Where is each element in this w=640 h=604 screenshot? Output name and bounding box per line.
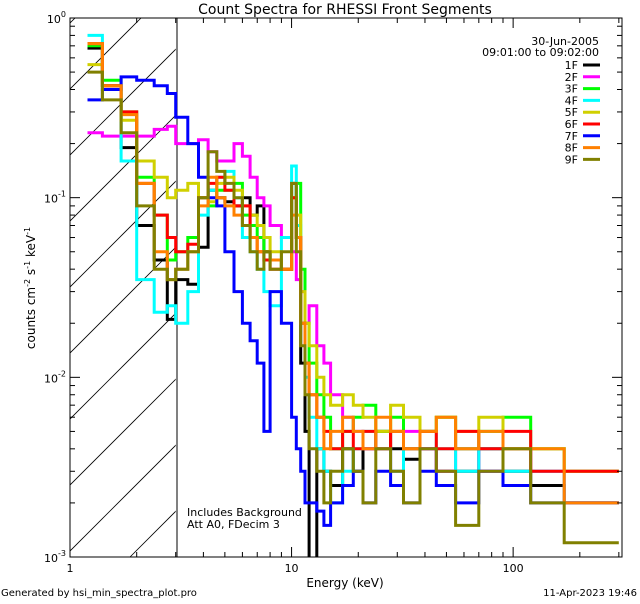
y-tick-label: 10-1 (44, 190, 66, 206)
x-tick-label: 10 (285, 562, 299, 575)
legend-label: 5F (565, 106, 578, 119)
y-axis-label: counts cm-2 s-1 keV-1 (23, 227, 38, 349)
x-axis-label: Energy (keV) (306, 576, 383, 590)
x-tick-label: 100 (503, 562, 524, 575)
y-tick-label: 100 (47, 10, 66, 26)
hatch-line (460, 0, 640, 557)
date-label: 30-Jun-2005 (531, 35, 599, 48)
legend-label: 6F (565, 118, 578, 131)
legend-label: 7F (565, 130, 578, 143)
series-line-9F (87, 70, 619, 545)
annotation-attenuator: Att A0, FDecim 3 (187, 518, 280, 531)
legend-item-7F: 7F (565, 130, 600, 143)
legend-item-9F: 9F (565, 153, 600, 166)
legend-item-3F: 3F (565, 83, 600, 96)
y-tick-label: 10-3 (44, 549, 66, 565)
hatch-line (70, 18, 76, 24)
legend-item-6F: 6F (565, 118, 600, 131)
footer-generated-by: Generated by hsi_min_spectra_plot.pro (1, 588, 197, 599)
hatch-line (70, 48, 176, 156)
legend-item-5F: 5F (565, 106, 600, 119)
hatch-line (70, 312, 176, 420)
hatch-line (70, 444, 176, 552)
footer-timestamp: 11-Apr-2023 19:46 (543, 588, 637, 599)
hatch-line (526, 0, 640, 557)
hatch-line (70, 180, 176, 288)
legend-label: 9F (565, 153, 578, 166)
legend-label: 4F (565, 94, 578, 107)
hatch-line (70, 378, 176, 486)
legend-label: 2F (565, 71, 578, 84)
plot-frame (69, 17, 623, 558)
x-tick-label: 1 (67, 562, 74, 575)
hatch-line (592, 0, 640, 557)
hatch-line (262, 0, 640, 557)
legend-item-4F: 4F (565, 94, 600, 107)
legend-item-8F: 8F (565, 142, 600, 155)
annotation-background: Includes Background (187, 506, 302, 519)
legend-item-2F: 2F (565, 71, 600, 84)
legend-label: 3F (565, 83, 578, 96)
hatched-region (70, 0, 640, 557)
time-range-label: 09:01:00 to 09:02:00 (482, 46, 599, 59)
hatch-line (394, 0, 640, 557)
y-tick-label: 10-2 (44, 369, 66, 385)
legend-label: 8F (565, 142, 578, 155)
chart-title: Count Spectra for RHESSI Front Segments (198, 2, 492, 18)
legend-item-1F: 1F (565, 59, 600, 72)
legend-label: 1F (565, 59, 578, 72)
